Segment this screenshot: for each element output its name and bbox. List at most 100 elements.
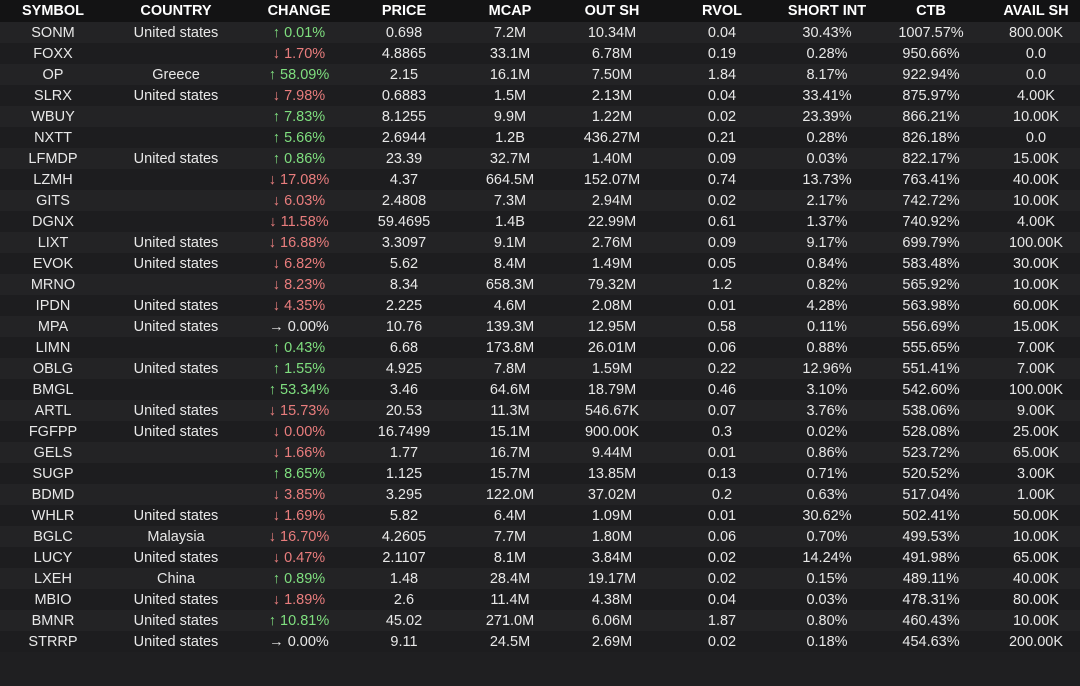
table-cell: GITS [0, 190, 106, 211]
table-cell: United states [106, 421, 246, 442]
table-cell: 4.925 [352, 358, 456, 379]
table-cell: 64.6M [456, 379, 564, 400]
table-row[interactable]: MBIO United states ↓ 1.89% 2.6 11.4M 4.38M 0.0… [0, 589, 1080, 610]
table-row[interactable]: GITS ↓ 6.03% 2.4808 7.3M 2.94M 0.02 2.17% 742.7… [0, 190, 1080, 211]
table-cell: 0.70% [784, 526, 870, 547]
table-cell: SUGP [0, 463, 106, 484]
table-cell: ARTL [0, 400, 106, 421]
table-row[interactable]: FOXX ↓ 1.70% 4.8865 33.1M 6.78M 0.19 0.28% 950.… [0, 43, 1080, 64]
table-body: SONM United states ↑ 0.01% 0.698 7.2M 10.34M 0… [0, 22, 1080, 652]
table-cell: 23.39% [784, 106, 870, 127]
change-cell: ↓ 1.70% [246, 43, 352, 64]
table-cell: 0.02% [784, 421, 870, 442]
change-cell: ↑ 1.55% [246, 358, 352, 379]
table-cell: 1.84 [660, 64, 784, 85]
table-cell: 15.00K [992, 316, 1080, 337]
table-row[interactable]: GELS ↓ 1.66% 1.77 16.7M 9.44M 0.01 0.86% 523.72… [0, 442, 1080, 463]
empty-cell [106, 337, 246, 358]
table-cell: 7.2M [456, 22, 564, 43]
table-cell: 0.15% [784, 568, 870, 589]
table-cell: 10.00K [992, 106, 1080, 127]
header-row: SYMBOL COUNTRY CHANGE PRICE MCAP OUT SH RVOL SH… [0, 0, 1080, 22]
table-row[interactable]: EVOK United states ↓ 6.82% 5.62 8.4M 1.49M 0.0… [0, 253, 1080, 274]
table-cell: 10.00K [992, 526, 1080, 547]
table-row[interactable]: BMNR United states ↑ 10.81% 45.02 271.0M 6.06… [0, 610, 1080, 631]
table-row[interactable]: BMGL ↑ 53.34% 3.46 64.6M 18.79M 0.46 3.10% 542.… [0, 379, 1080, 400]
change-cell: ↑ 8.65% [246, 463, 352, 484]
column-header[interactable]: COUNTRY [106, 0, 246, 22]
change-cell: ↓ 6.82% [246, 253, 352, 274]
column-header[interactable]: SYMBOL [0, 0, 106, 22]
table-cell: 30.00K [992, 253, 1080, 274]
table-cell: 454.63% [870, 631, 992, 652]
table-row[interactable]: MPA United states → 0.00% 10.76 139.3M 12.95M… [0, 316, 1080, 337]
table-cell: 200.00K [992, 631, 1080, 652]
table-row[interactable]: FGFPP United states ↓ 0.00% 16.7499 15.1M 900… [0, 421, 1080, 442]
table-row[interactable]: LIMN ↑ 0.43% 6.68 173.8M 26.01M 0.06 0.88% 555.… [0, 337, 1080, 358]
change-cell: ↑ 58.09% [246, 64, 352, 85]
table-cell: Malaysia [106, 526, 246, 547]
table-cell: 5.62 [352, 253, 456, 274]
table-cell: 1.40M [564, 148, 660, 169]
table-cell: 152.07M [564, 169, 660, 190]
table-row[interactable]: SLRX United states ↓ 7.98% 0.6883 1.5M 2.13M 0… [0, 85, 1080, 106]
table-row[interactable]: WHLR United states ↓ 1.69% 5.82 6.4M 1.09M 0.0… [0, 505, 1080, 526]
table-row[interactable]: BGLC Malaysia ↓ 16.70% 4.2605 7.7M 1.80M 0.06 0… [0, 526, 1080, 547]
column-header[interactable]: CHANGE [246, 0, 352, 22]
change-cell: ↓ 0.00% [246, 421, 352, 442]
table-cell: 2.15 [352, 64, 456, 85]
table-cell: MPA [0, 316, 106, 337]
table-cell: 556.69% [870, 316, 992, 337]
table-cell: 460.43% [870, 610, 992, 631]
table-cell: FGFPP [0, 421, 106, 442]
table-cell: 0.80% [784, 610, 870, 631]
table-row[interactable]: MRNO ↓ 8.23% 8.34 658.3M 79.32M 1.2 0.82% 565.9… [0, 274, 1080, 295]
column-header[interactable]: OUT SH [564, 0, 660, 22]
table-cell: 0.06 [660, 526, 784, 547]
table-row[interactable]: BDMD ↓ 3.85% 3.295 122.0M 37.02M 0.2 0.63% 517.… [0, 484, 1080, 505]
table-cell: 7.00K [992, 337, 1080, 358]
table-cell: 0.84% [784, 253, 870, 274]
table-row[interactable]: ARTL United states ↓ 15.73% 20.53 11.3M 546.6… [0, 400, 1080, 421]
table-row[interactable]: NXTT ↑ 5.66% 2.6944 1.2B 436.27M 0.21 0.28% 826… [0, 127, 1080, 148]
empty-cell [106, 442, 246, 463]
table-row[interactable]: LXEH China ↑ 0.89% 1.48 28.4M 19.17M 0.02 0.15%… [0, 568, 1080, 589]
table-cell: 3.46 [352, 379, 456, 400]
table-row[interactable]: LUCY United states ↓ 0.47% 2.1107 8.1M 3.84M 0… [0, 547, 1080, 568]
table-row[interactable]: SONM United states ↑ 0.01% 0.698 7.2M 10.34M 0… [0, 22, 1080, 43]
table-row[interactable]: LIXT United states ↓ 16.88% 3.3097 9.1M 2.76M… [0, 232, 1080, 253]
table-cell: 565.92% [870, 274, 992, 295]
change-cell: → 0.00% [246, 631, 352, 652]
table-cell: 4.6M [456, 295, 564, 316]
table-cell: 7.7M [456, 526, 564, 547]
table-cell: 742.72% [870, 190, 992, 211]
table-cell: OBLG [0, 358, 106, 379]
table-row[interactable]: LFMDP United states ↑ 0.86% 23.39 32.7M 1.40M… [0, 148, 1080, 169]
empty-cell [106, 379, 246, 400]
table-cell: BDMD [0, 484, 106, 505]
column-header[interactable]: PRICE [352, 0, 456, 22]
column-header[interactable]: AVAIL SH [992, 0, 1080, 22]
table-cell: 30.62% [784, 505, 870, 526]
table-row[interactable]: WBUY ↑ 7.83% 8.1255 9.9M 1.22M 0.02 23.39% 866.… [0, 106, 1080, 127]
table-cell: 0.02 [660, 568, 784, 589]
column-header[interactable]: RVOL [660, 0, 784, 22]
column-header[interactable]: CTB [870, 0, 992, 22]
column-header[interactable]: SHORT INT [784, 0, 870, 22]
change-cell: ↑ 0.43% [246, 337, 352, 358]
table-row[interactable]: DGNX ↓ 11.58% 59.4695 1.4B 22.99M 0.61 1.37% 74… [0, 211, 1080, 232]
change-cell: ↓ 17.08% [246, 169, 352, 190]
table-row[interactable]: OBLG United states ↑ 1.55% 4.925 7.8M 1.59M 0.… [0, 358, 1080, 379]
table-row[interactable]: LZMH ↓ 17.08% 4.37 664.5M 152.07M 0.74 13.73% 7… [0, 169, 1080, 190]
table-cell: 0.22 [660, 358, 784, 379]
empty-cell [106, 190, 246, 211]
change-cell: ↓ 1.89% [246, 589, 352, 610]
table-row[interactable]: STRRP United states → 0.00% 9.11 24.5M 2.69M 0… [0, 631, 1080, 652]
table-cell: 800.00K [992, 22, 1080, 43]
table-cell: 1.2 [660, 274, 784, 295]
table-row[interactable]: SUGP ↑ 8.65% 1.125 15.7M 13.85M 0.13 0.71% 520.… [0, 463, 1080, 484]
table-row[interactable]: OP Greece ↑ 58.09% 2.15 16.1M 7.50M 1.84 8.17% 9… [0, 64, 1080, 85]
table-row[interactable]: IPDN United states ↓ 4.35% 2.225 4.6M 2.08M 0.… [0, 295, 1080, 316]
column-header[interactable]: MCAP [456, 0, 564, 22]
